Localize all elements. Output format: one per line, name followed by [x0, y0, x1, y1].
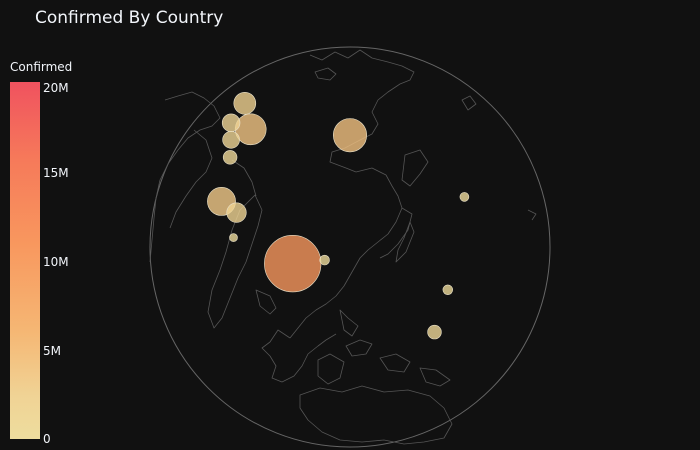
country-bubble[interactable] [233, 92, 257, 115]
colorbar-tick-15m: 15M [43, 166, 69, 180]
country-bubble[interactable] [319, 254, 330, 266]
country-bubble[interactable] [222, 131, 240, 149]
country-bubble[interactable] [226, 202, 247, 223]
country-bubble[interactable] [442, 284, 453, 295]
colorbar-tick-10m: 10M [43, 255, 69, 269]
colorbar-tick-20m: 20M [43, 81, 69, 95]
colorbar-gradient [10, 82, 40, 439]
country-bubble[interactable] [459, 192, 470, 202]
country-bubble[interactable] [332, 118, 367, 153]
country-bubble[interactable] [264, 235, 322, 293]
colorbar-tick-5m: 5M [43, 344, 61, 358]
colorbar-title: Confirmed [10, 60, 73, 74]
chart-title: Confirmed By Country [35, 8, 224, 28]
colorbar: Confirmed 20M 15M 10M 5M 0 [0, 0, 90, 450]
country-bubble[interactable] [222, 150, 238, 165]
bubble-layer [207, 92, 470, 340]
country-bubble[interactable] [427, 324, 442, 340]
coastlines [149, 49, 537, 445]
colorbar-tick-0: 0 [43, 432, 51, 446]
globe-outline [149, 46, 551, 448]
country-bubble[interactable] [221, 113, 241, 133]
country-bubble[interactable] [229, 233, 238, 242]
